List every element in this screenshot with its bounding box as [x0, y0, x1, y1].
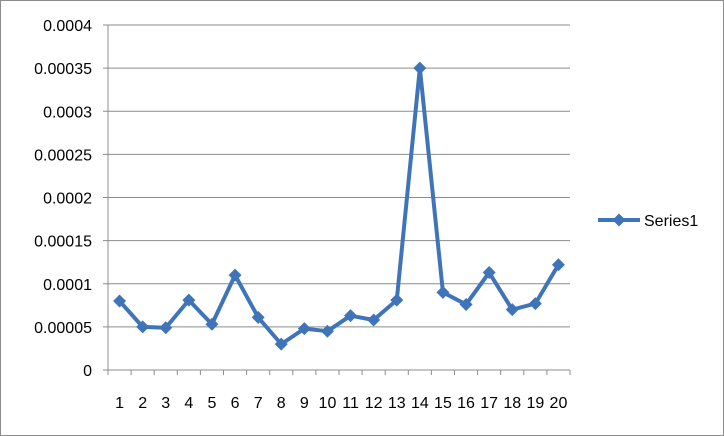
y-axis: 0 0.00005 0.0001 0.00015 0.0002 0.00025 0.0003…: [34, 18, 109, 380]
y-tick-label: 0.0004: [43, 18, 92, 35]
x-tick-label: 15: [434, 395, 452, 412]
legend-marker-series1: [612, 213, 626, 227]
series1-point: [274, 337, 288, 351]
x-tick-label: 9: [300, 395, 309, 412]
series1-point: [182, 293, 196, 307]
series1-line: [118, 66, 561, 347]
series1-point: [436, 285, 450, 299]
x-tick-label: 20: [550, 395, 568, 412]
x-tick-label: 16: [457, 395, 475, 412]
series1-point: [344, 309, 358, 323]
legend-label-series1: Series1: [644, 213, 698, 230]
series1-point: [367, 313, 381, 327]
x-tick-label: 13: [388, 395, 406, 412]
series1-point: [459, 297, 473, 311]
y-tick-label: 0.0003: [43, 104, 92, 121]
series1-point: [113, 294, 127, 308]
series1-point: [505, 303, 519, 317]
series-layer: [113, 61, 565, 351]
series1-point: [228, 268, 242, 282]
series1-point: [413, 61, 427, 75]
series1-point: [205, 317, 219, 331]
series1-point: [551, 258, 565, 272]
series1-point: [482, 266, 496, 280]
y-tick-label: 0.0002: [43, 191, 92, 208]
x-tick-label: 17: [480, 395, 498, 412]
x-tick-label: 8: [277, 395, 286, 412]
y-tick-label: 0.00035: [34, 61, 92, 78]
x-axis: 1 2 3 4 5 6 7 8 9 10 11 12 13 14 15 16 17 18 19 20: [107, 370, 571, 412]
x-tick-label: 19: [526, 395, 544, 412]
y-tick-label: 0: [83, 363, 92, 380]
series1-point: [136, 320, 150, 334]
series1-point: [159, 321, 173, 335]
series1-point: [390, 293, 404, 307]
x-tick-label: 4: [184, 395, 193, 412]
y-tick-label: 0.00005: [34, 320, 92, 337]
x-tick-label: 5: [207, 395, 216, 412]
x-tick-label: 11: [342, 395, 359, 412]
y-tick-label: 0.00025: [34, 147, 92, 164]
x-tick-label: 2: [138, 395, 147, 412]
x-tick-label: 12: [365, 395, 383, 412]
series1-point: [528, 297, 542, 311]
gridlines: [108, 24, 570, 371]
x-tick-label: 1: [115, 395, 124, 412]
legend: Series1: [598, 213, 698, 230]
series1-point: [251, 310, 265, 324]
series1-point: [320, 324, 334, 338]
y-tick-label: 0.0001: [43, 277, 92, 294]
x-tick-label: 3: [161, 395, 170, 412]
x-tick-label: 7: [254, 395, 263, 412]
series1-point: [297, 322, 311, 336]
x-tick-label: 14: [411, 395, 429, 412]
x-tick-label: 18: [503, 395, 521, 412]
y-tick-label: 0.00015: [34, 234, 92, 251]
x-tick-label: 10: [319, 395, 337, 412]
x-tick-label: 6: [231, 395, 240, 412]
